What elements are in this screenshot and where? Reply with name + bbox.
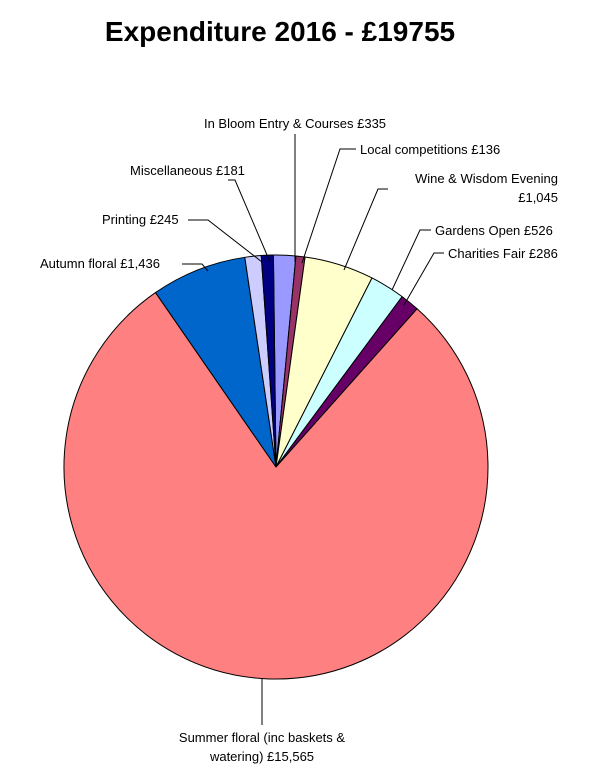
slice-label-2: Local competitions £136 bbox=[360, 142, 500, 157]
pie-slice-6 bbox=[63, 292, 489, 680]
slice-label-1: In Bloom Entry & Courses £335 bbox=[204, 116, 386, 131]
leader-line-2 bbox=[301, 148, 356, 264]
slice-label-7: Autumn floral £1,436 bbox=[40, 256, 160, 271]
slice-label-8: Printing £245 bbox=[102, 212, 179, 227]
leader-line-5 bbox=[403, 252, 444, 306]
leader-line-4 bbox=[391, 229, 431, 291]
slice-label-5: Charities Fair £286 bbox=[448, 246, 558, 261]
slice-label-9: Miscellaneous £181 bbox=[130, 163, 245, 178]
leader-line-3 bbox=[343, 188, 388, 271]
leader-line-7 bbox=[182, 263, 209, 272]
chart-title: Expenditure 2016 - £19755 bbox=[104, 16, 456, 47]
leader-line-9 bbox=[228, 179, 271, 263]
slice-label-4: Gardens Open £526 bbox=[435, 223, 553, 238]
slice-label-6: Summer floral (inc baskets & watering) £1… bbox=[179, 730, 345, 764]
slice-label-3: Wine & Wisdom Evening £1,045 bbox=[415, 171, 558, 205]
leader-line-8 bbox=[188, 219, 263, 263]
